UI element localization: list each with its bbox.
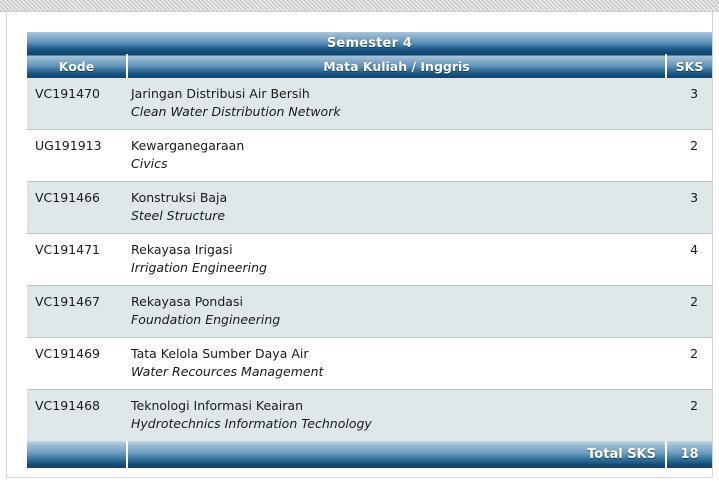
course-code: VC191469 bbox=[35, 345, 100, 361]
total-row: Total SKS 18 bbox=[27, 440, 713, 468]
table-row[interactable]: UG191913 Kewarganegaraan Civics 2 bbox=[27, 128, 713, 181]
cell-sks: 4 bbox=[666, 232, 713, 285]
cell-sks: 3 bbox=[666, 180, 713, 233]
cell-mata-kuliah: Rekayasa Irigasi Irrigation Engineering bbox=[127, 232, 666, 285]
cell-mata-kuliah: Rekayasa Pondasi Foundation Engineering bbox=[127, 284, 666, 337]
course-sks-value: 2 bbox=[690, 293, 699, 309]
cell-sks: 2 bbox=[666, 336, 713, 389]
course-code: VC191468 bbox=[35, 397, 100, 413]
course-name-id: Rekayasa Irigasi bbox=[131, 241, 233, 257]
table-row[interactable]: VC191470 Jaringan Distribusi Air Bersih Cl… bbox=[27, 77, 713, 129]
table-row[interactable]: VC191469 Tata Kelola Sumber Daya Air Water… bbox=[27, 336, 713, 389]
course-sks-value: 3 bbox=[690, 189, 699, 205]
total-row-spacer bbox=[27, 440, 128, 468]
cell-mata-kuliah: Teknologi Informasi Keairan Hydrotechnics… bbox=[127, 388, 666, 441]
course-table: Semester 4 Kode Mata Kuliah / Inggris SK… bbox=[27, 32, 713, 468]
course-code: VC191471 bbox=[35, 241, 100, 257]
table-row[interactable]: VC191471 Rekayasa Irigasi Irrigation Engin… bbox=[27, 232, 713, 285]
cell-mata-kuliah: Konstruksi Baja Steel Structure bbox=[127, 180, 666, 233]
course-sks-value: 3 bbox=[690, 85, 699, 101]
course-name-en: Irrigation Engineering bbox=[131, 259, 267, 275]
course-name-id: Tata Kelola Sumber Daya Air bbox=[131, 345, 309, 361]
table-row[interactable]: VC191468 Teknologi Informasi Keairan Hydro… bbox=[27, 388, 713, 441]
table-row[interactable]: VC191466 Konstruksi Baja Steel Structure 3 bbox=[27, 180, 713, 233]
cell-kode: VC191466 bbox=[27, 180, 127, 233]
course-table-container: Semester 4 Kode Mata Kuliah / Inggris SK… bbox=[27, 32, 713, 468]
cell-kode: VC191471 bbox=[27, 232, 127, 285]
column-header-sks[interactable]: SKS bbox=[666, 54, 713, 78]
course-code: VC191466 bbox=[35, 189, 100, 205]
course-name-id: Kewarganegaraan bbox=[131, 137, 245, 153]
cell-sks: 2 bbox=[666, 388, 713, 441]
column-header-mata-kuliah[interactable]: Mata Kuliah / Inggris bbox=[127, 54, 667, 78]
column-header-kode[interactable]: Kode bbox=[27, 54, 128, 78]
cell-kode: VC191467 bbox=[27, 284, 127, 337]
table-body: VC191470 Jaringan Distribusi Air Bersih Cl… bbox=[27, 77, 713, 441]
cell-mata-kuliah: Kewarganegaraan Civics bbox=[127, 128, 666, 181]
table-head: Semester 4 Kode Mata Kuliah / Inggris SK… bbox=[27, 32, 713, 78]
course-name-en: Water Recources Management bbox=[131, 363, 324, 379]
course-sks-value: 4 bbox=[690, 241, 699, 257]
course-name-id: Konstruksi Baja bbox=[131, 189, 228, 205]
course-name-id: Jaringan Distribusi Air Bersih bbox=[131, 85, 310, 101]
cell-sks: 2 bbox=[666, 284, 713, 337]
table-title: Semester 4 bbox=[27, 32, 713, 55]
course-code: UG191913 bbox=[35, 137, 102, 153]
course-sks-value: 2 bbox=[690, 345, 699, 361]
cell-mata-kuliah: Tata Kelola Sumber Daya Air Water Recourc… bbox=[127, 336, 666, 389]
column-header-row: Kode Mata Kuliah / Inggris SKS bbox=[27, 54, 713, 78]
table-title-row: Semester 4 bbox=[27, 32, 713, 55]
course-name-en: Clean Water Distribution Network bbox=[131, 103, 341, 119]
cell-sks: 2 bbox=[666, 128, 713, 181]
course-code: VC191467 bbox=[35, 293, 100, 309]
cell-kode: VC191469 bbox=[27, 336, 127, 389]
total-sks-label: Total SKS bbox=[127, 440, 667, 468]
cell-kode: VC191470 bbox=[27, 77, 127, 129]
course-sks-value: 2 bbox=[690, 137, 699, 153]
course-code: VC191470 bbox=[35, 85, 100, 101]
cell-mata-kuliah: Jaringan Distribusi Air Bersih Clean Wate… bbox=[127, 77, 666, 129]
course-name-en: Foundation Engineering bbox=[131, 311, 281, 327]
cell-sks: 3 bbox=[666, 77, 713, 129]
course-name-id: Teknologi Informasi Keairan bbox=[131, 397, 304, 413]
course-name-en: Hydrotechnics Information Technology bbox=[131, 415, 372, 431]
table-row[interactable]: VC191467 Rekayasa Pondasi Foundation Engin… bbox=[27, 284, 713, 337]
course-name-en: Steel Structure bbox=[131, 207, 226, 223]
cell-kode: VC191468 bbox=[27, 388, 127, 441]
page-frame: Semester 4 Kode Mata Kuliah / Inggris SK… bbox=[6, 12, 713, 478]
course-name-id: Rekayasa Pondasi bbox=[131, 293, 243, 309]
cell-kode: UG191913 bbox=[27, 128, 127, 181]
course-sks-value: 2 bbox=[690, 397, 699, 413]
table-foot: Total SKS 18 bbox=[27, 440, 713, 468]
course-name-en: Civics bbox=[131, 155, 168, 171]
total-sks-value: 18 bbox=[666, 440, 713, 468]
top-hatch-band bbox=[0, 0, 719, 12]
